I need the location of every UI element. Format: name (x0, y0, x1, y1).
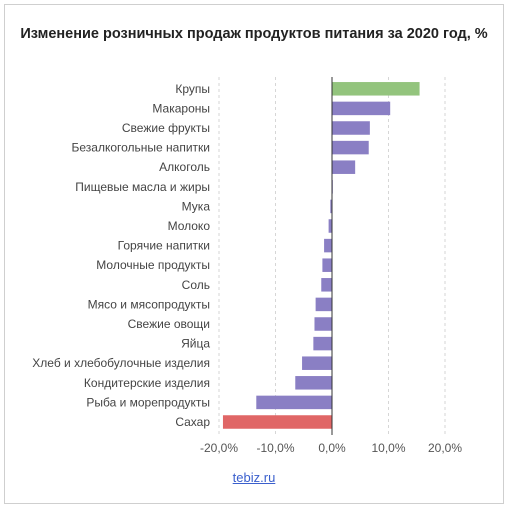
bar (328, 219, 332, 233)
bar (222, 415, 332, 429)
category-label: Хлеб и хлебобулочные изделия (32, 356, 210, 370)
category-label: Пищевые масла и жиры (75, 180, 210, 194)
bar (332, 121, 370, 135)
bar (332, 160, 356, 174)
x-tick-label: 0,0% (318, 441, 346, 455)
category-label: Свежие фрукты (122, 121, 210, 135)
bar (321, 278, 332, 292)
bar (332, 140, 369, 155)
bar-chart: -20,0% -10,0% 0,0% 10,0% 20,0% Крупы Макароны С… (32, 77, 462, 455)
x-tick-label: -10,0% (256, 441, 294, 455)
bar (256, 395, 332, 410)
source-link[interactable]: tebiz.ru (232, 470, 276, 485)
x-tick-label: 20,0% (428, 441, 462, 455)
category-label: Безалкогольные напитки (71, 141, 210, 155)
bar (332, 82, 420, 96)
category-label: Мясо и мясопродукты (88, 297, 210, 311)
category-label: Горячие напитки (118, 239, 210, 253)
category-label: Яйца (181, 337, 210, 351)
bar (314, 317, 332, 331)
bar (295, 376, 332, 390)
x-tick-label: 10,0% (371, 441, 405, 455)
category-label: Алкоголь (159, 160, 210, 174)
bar (313, 336, 332, 351)
chart-title: Изменение розничных продаж продуктов пит… (20, 26, 488, 42)
category-label: Сахар (175, 415, 210, 429)
category-label: Соль (182, 278, 210, 292)
category-label: Рыба и морепродукты (86, 395, 210, 409)
category-label: Молочные продукты (96, 258, 210, 272)
category-label: Мука (182, 199, 211, 213)
bar (330, 199, 332, 214)
x-tick-label: -20,0% (200, 441, 238, 455)
category-label: Макароны (152, 101, 210, 115)
category-label: Свежие овощи (128, 317, 210, 331)
bar (315, 297, 332, 312)
category-label: Крупы (175, 82, 210, 96)
bar (302, 356, 332, 370)
category-label: Кондитерские изделия (84, 376, 210, 390)
bar (324, 238, 332, 253)
category-label: Молоко (168, 219, 211, 233)
chart-frame: Изменение розничных продаж продуктов пит… (4, 4, 504, 504)
bar (322, 258, 332, 272)
bar (332, 101, 391, 116)
